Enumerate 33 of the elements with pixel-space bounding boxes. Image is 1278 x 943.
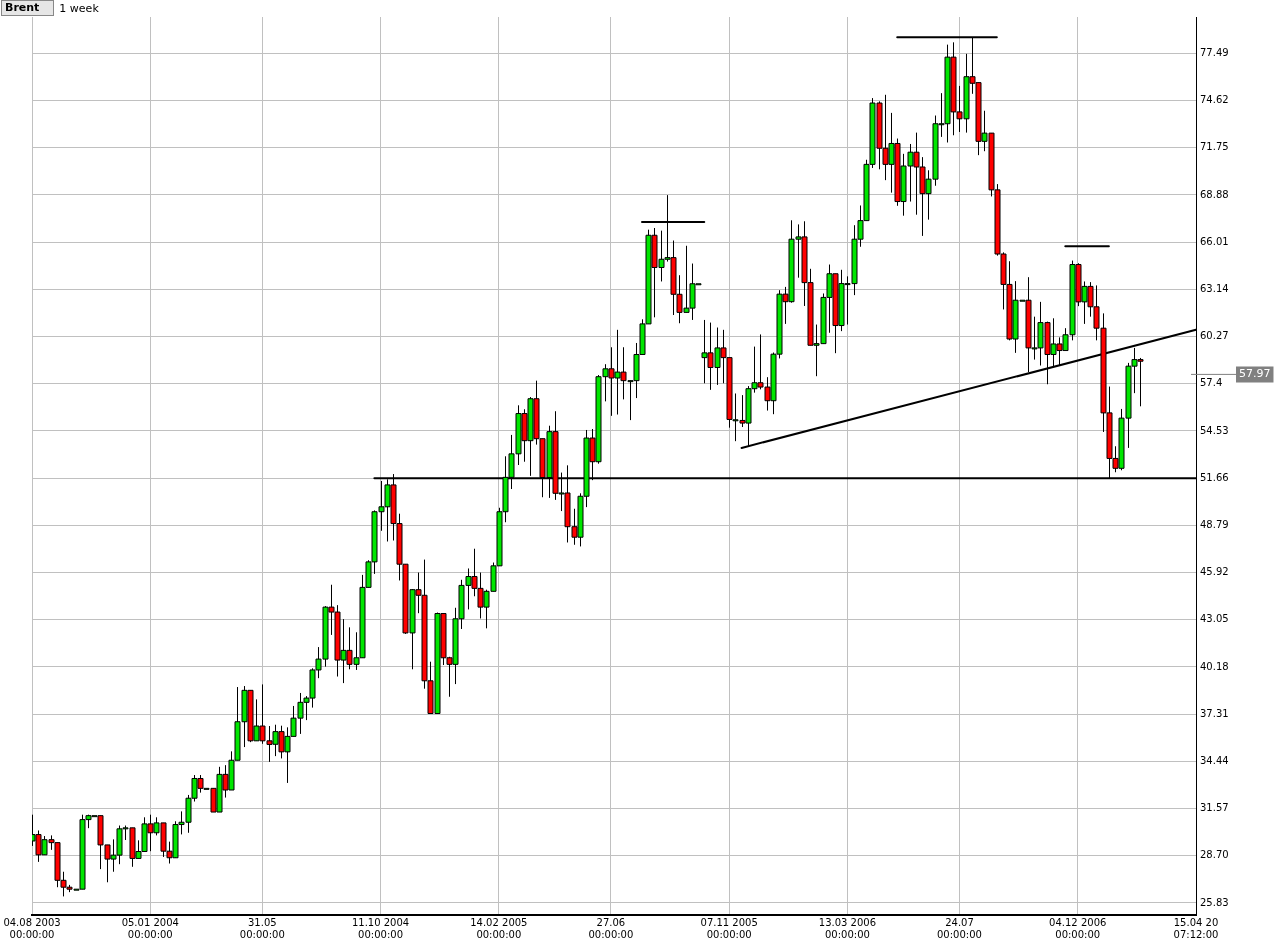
y-tick-label: 34.44 bbox=[1200, 754, 1229, 766]
y-tick-label: 25.83 bbox=[1200, 896, 1229, 908]
y-tick-label: 54.53 bbox=[1200, 424, 1229, 436]
y-tick-label: 71.75 bbox=[1200, 141, 1229, 153]
x-tick-label: 13.03 2006 00:00:00 bbox=[818, 916, 877, 940]
y-tick-label: 40.18 bbox=[1200, 660, 1229, 672]
y-tick-label: 43.05 bbox=[1200, 613, 1229, 625]
y-tick-label: 66.01 bbox=[1200, 235, 1229, 247]
y-tick-label: 77.49 bbox=[1200, 46, 1229, 58]
x-tick-label: 05.01 2004 00:00:00 bbox=[121, 916, 179, 940]
y-tick-label: 48.79 bbox=[1200, 518, 1229, 530]
y-tick-label: 37.31 bbox=[1200, 707, 1229, 719]
x-tick-label: 15.04 20 07:12:00 bbox=[1173, 916, 1219, 940]
y-tick-label: 74.62 bbox=[1200, 94, 1229, 106]
x-tick-label: 24.07 00:00:00 bbox=[937, 916, 982, 940]
x-tick-label: 07.11 2005 00:00:00 bbox=[700, 916, 758, 940]
y-tick-label: 63.14 bbox=[1200, 282, 1229, 294]
x-tick-label: 04.08 2003 00:00:00 bbox=[3, 916, 61, 940]
y-tick-label: 45.92 bbox=[1200, 566, 1229, 578]
chart-title: Brent bbox=[1, 0, 55, 16]
ref-line-label: 57.97 bbox=[1239, 367, 1271, 381]
y-tick-label: 51.66 bbox=[1200, 471, 1229, 483]
x-tick-label: 04.12 2006 00:00:00 bbox=[1049, 916, 1107, 940]
y-tick-label: 31.57 bbox=[1200, 802, 1229, 814]
x-tick-label: 27.06 00:00:00 bbox=[588, 916, 634, 940]
chart-subtitle: 1 week bbox=[58, 1, 99, 15]
x-tick-label: 14.02 2005 00:00:00 bbox=[470, 916, 528, 940]
y-tick-label: 28.70 bbox=[1200, 849, 1229, 861]
y-tick-label: 60.27 bbox=[1200, 330, 1229, 342]
y-tick-label: 57.4 bbox=[1200, 377, 1223, 389]
y-tick-label: 68.88 bbox=[1200, 188, 1229, 200]
x-tick-label: 11.10 2004 00:00:00 bbox=[351, 916, 410, 940]
x-tick-label: 31.05 00:00:00 bbox=[239, 916, 285, 940]
